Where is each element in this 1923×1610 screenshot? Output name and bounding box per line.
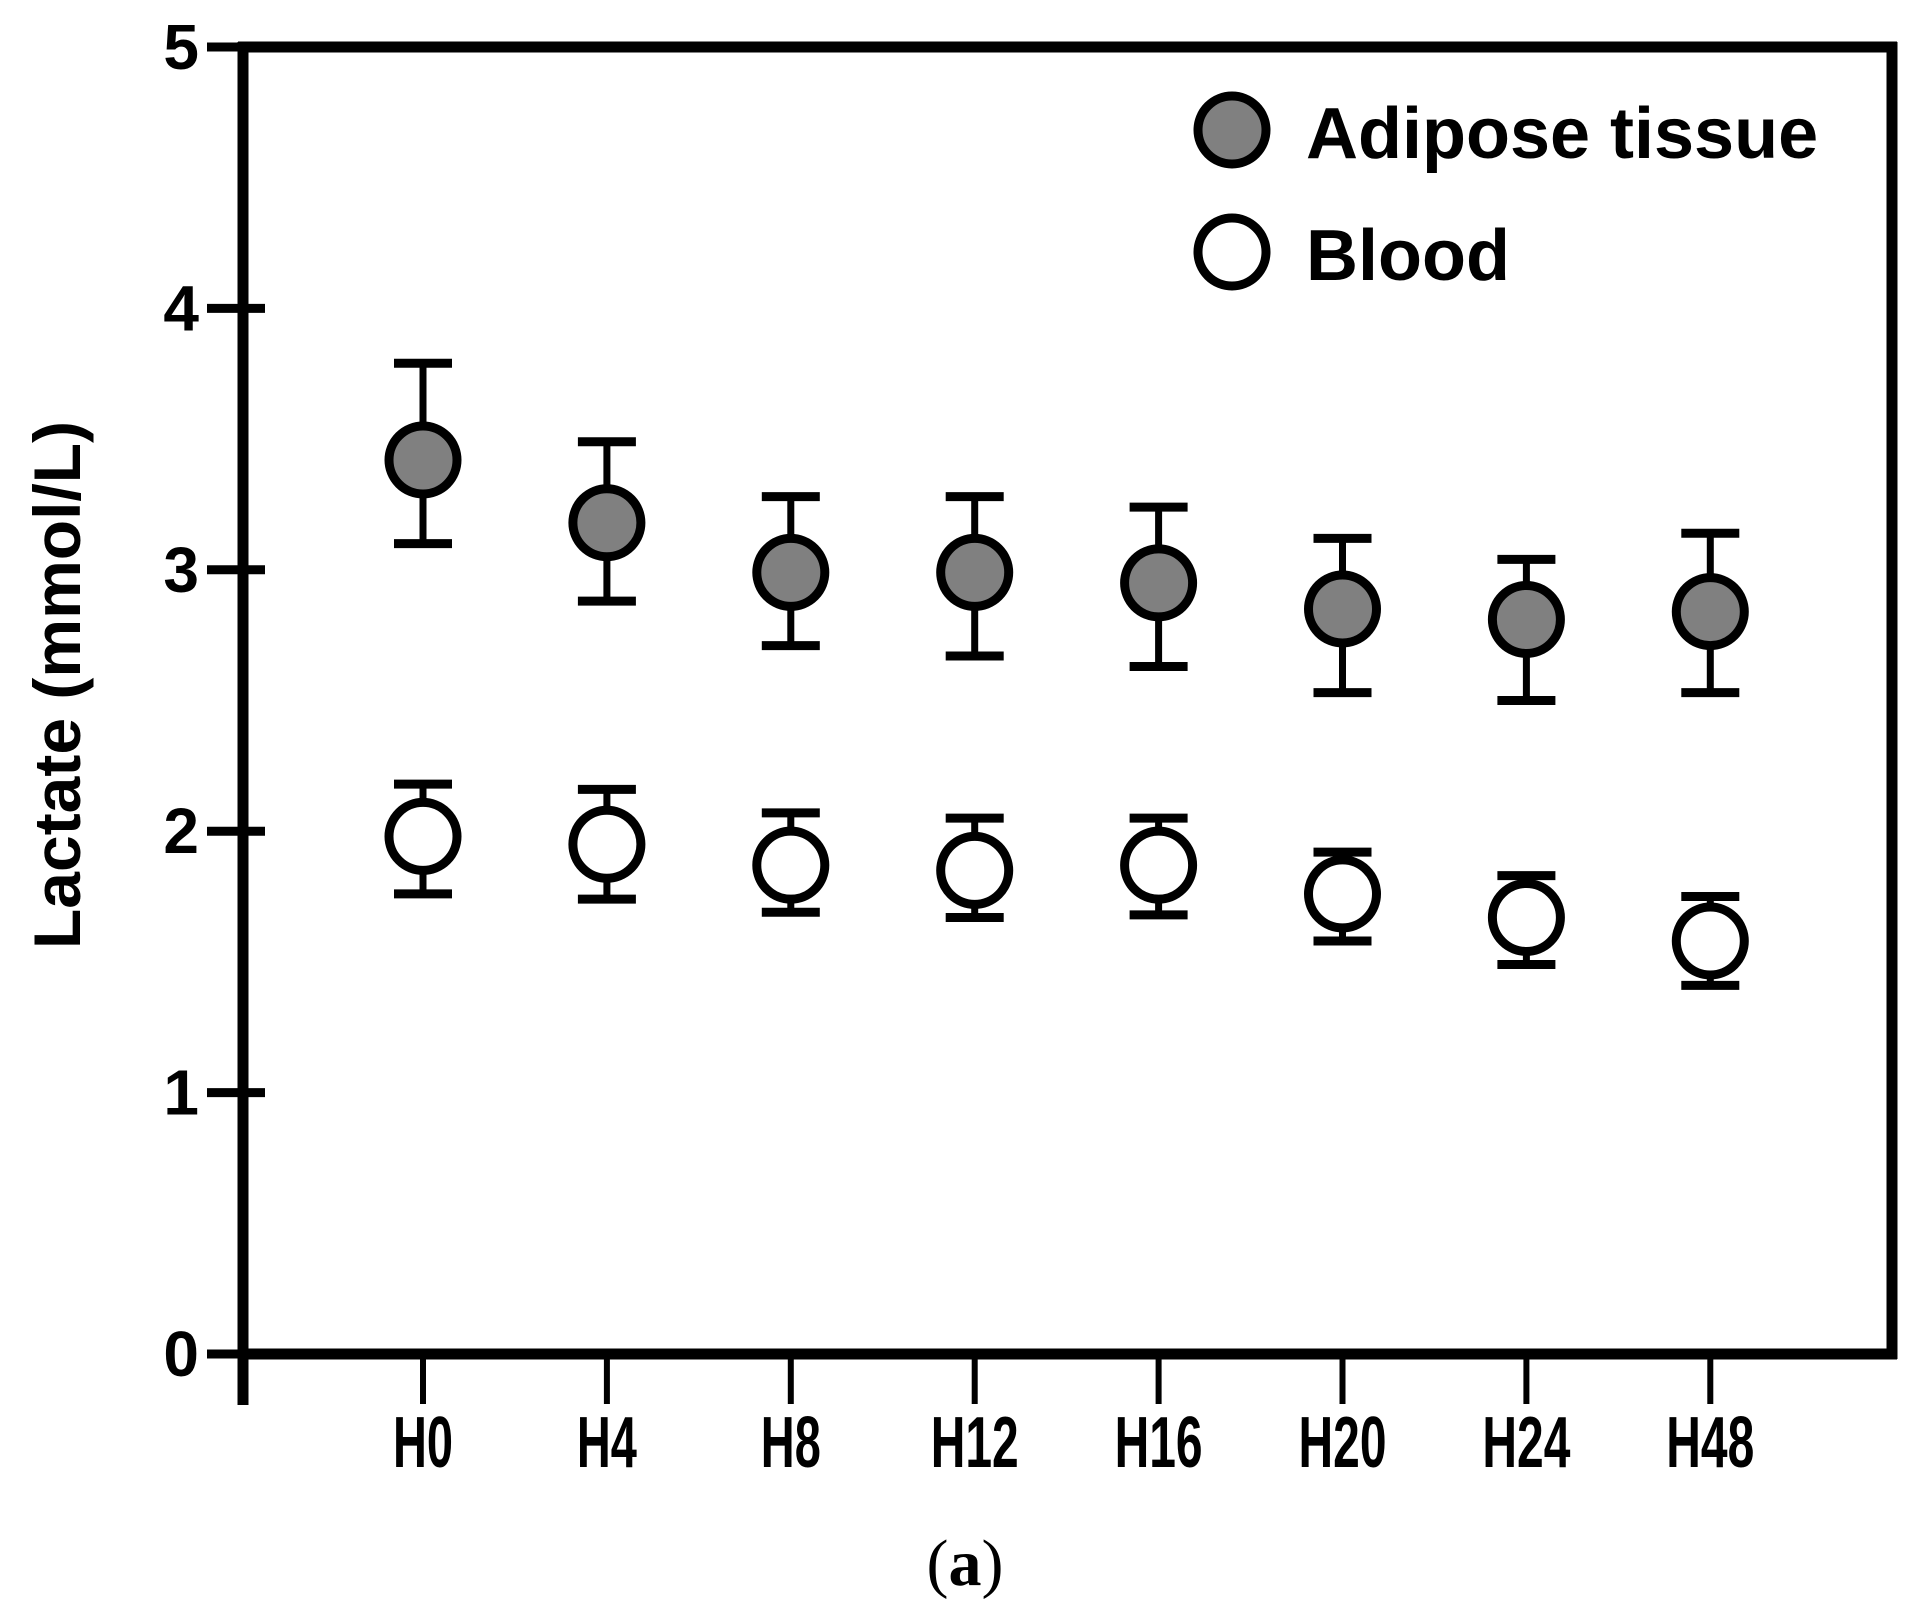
- data-point: [568, 437, 646, 606]
- data-point: [1120, 502, 1198, 672]
- legend-filled-circle-icon: [1193, 91, 1271, 169]
- plot-frame: [237, 41, 1898, 1405]
- figure-caption: (a): [927, 1527, 1004, 1600]
- legend: Adipose tissue Blood: [1193, 91, 1818, 296]
- legend-label: Adipose tissue: [1306, 94, 1818, 174]
- filled-circle-marker: [384, 421, 462, 499]
- x-axis-ticks: H0 H4 H8 H12 H16 H20 H24 H48: [238, 1354, 1754, 1483]
- filled-circle-marker: [1304, 570, 1381, 648]
- filled-circle-marker: [1671, 573, 1749, 651]
- data-point: [384, 358, 462, 549]
- y-tick-label: 3: [163, 534, 199, 606]
- x-tick-label: H20: [1299, 1403, 1387, 1483]
- legend-item: Blood: [1193, 213, 1510, 296]
- data-point: [1487, 554, 1565, 705]
- open-circle-marker: [1487, 878, 1565, 956]
- data-point: [1671, 528, 1749, 698]
- data-point: [752, 808, 830, 917]
- data-point: [752, 492, 830, 651]
- filled-circle-marker: [752, 533, 830, 611]
- data-point: [1304, 847, 1381, 946]
- open-circle-marker: [1671, 902, 1749, 980]
- x-tick-label: H0: [393, 1403, 453, 1483]
- open-circle-marker: [752, 826, 830, 904]
- y-tick-label: 1: [163, 1057, 199, 1129]
- open-circle-marker: [568, 805, 646, 883]
- legend-open-circle-icon: [1193, 213, 1271, 291]
- data-point: [1671, 892, 1749, 990]
- caption-close-paren: ): [982, 1527, 1004, 1600]
- data-point: [936, 492, 1014, 661]
- open-circle-marker: [936, 831, 1014, 909]
- data-series: [384, 358, 1749, 990]
- x-tick-label: H12: [931, 1403, 1019, 1483]
- caption-open-paren: (: [927, 1527, 949, 1600]
- data-point: [1304, 533, 1381, 698]
- series-adipose-tissue: [384, 358, 1749, 705]
- y-tick-label: 2: [163, 795, 199, 867]
- x-tick-label: H48: [1666, 1403, 1754, 1483]
- x-tick-label: H4: [577, 1403, 637, 1483]
- y-axis-label: Lactate (mmol/L): [20, 421, 94, 949]
- data-point: [1120, 813, 1198, 920]
- open-circle-marker: [1120, 826, 1198, 904]
- y-axis-ticks: 0 1 2 3 4 5: [163, 11, 265, 1390]
- data-point: [384, 779, 462, 899]
- data-point: [568, 784, 646, 904]
- x-tick-label: H24: [1482, 1403, 1570, 1483]
- open-circle-marker: [1304, 855, 1381, 933]
- series-blood: [384, 779, 1749, 990]
- caption-letter: a: [949, 1527, 982, 1600]
- filled-circle-marker: [1120, 544, 1198, 622]
- filled-circle-marker: [1487, 580, 1565, 658]
- y-tick-label: 0: [163, 1318, 199, 1390]
- legend-label: Blood: [1306, 216, 1510, 296]
- legend-item: Adipose tissue: [1193, 91, 1818, 174]
- y-tick-label: 5: [163, 11, 199, 83]
- y-tick-label: 4: [163, 272, 199, 344]
- open-circle-marker: [384, 797, 462, 875]
- x-tick-label: H16: [1115, 1403, 1203, 1483]
- filled-circle-marker: [568, 484, 646, 562]
- data-point: [1487, 871, 1565, 970]
- filled-circle-marker: [936, 533, 1014, 611]
- data-point: [936, 813, 1014, 922]
- x-tick-label: H8: [761, 1403, 821, 1483]
